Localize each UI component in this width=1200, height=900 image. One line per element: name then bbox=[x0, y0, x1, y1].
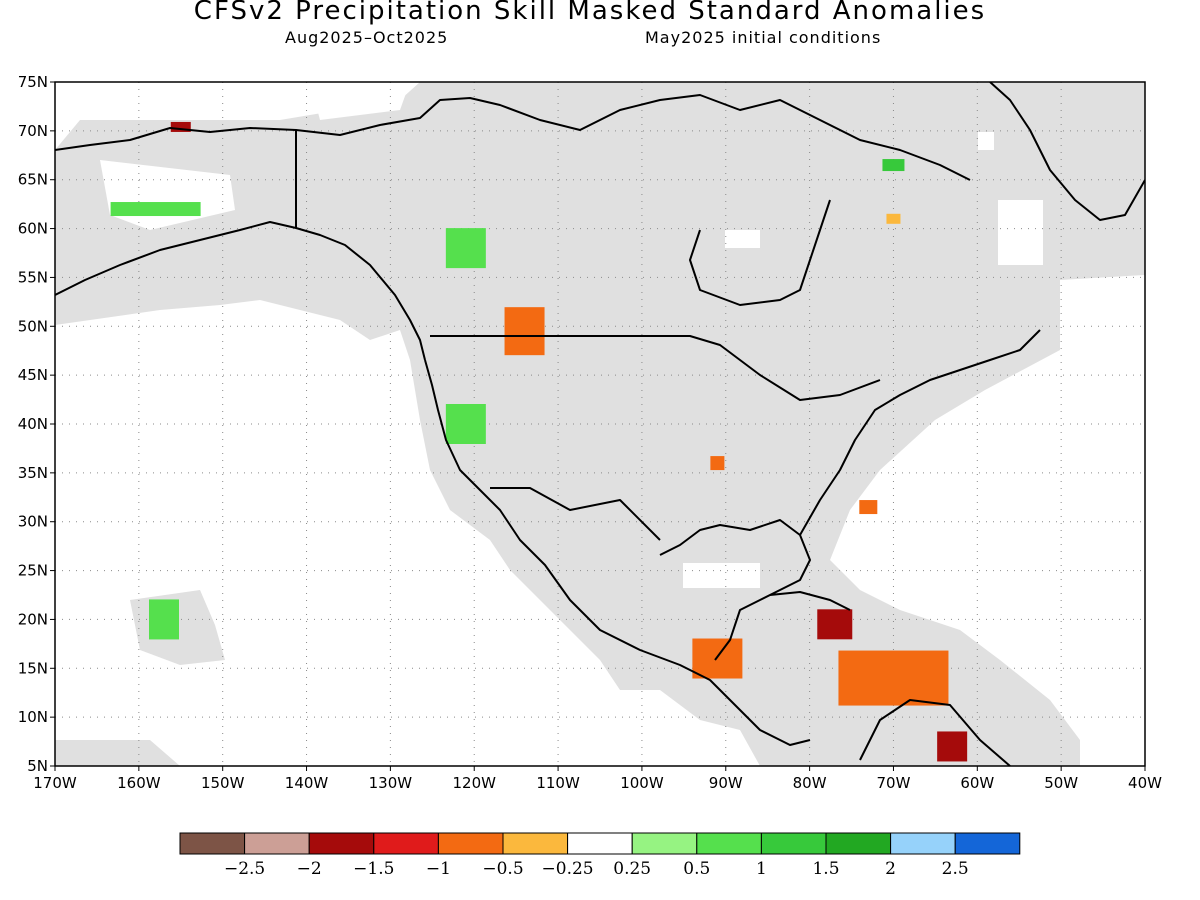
colorbar-swatch bbox=[567, 832, 633, 855]
coast-east bbox=[799, 329, 1041, 536]
colorbar-label: 1.5 bbox=[812, 859, 839, 879]
map-title: CFSv2 Precipitation Skill Masked Standar… bbox=[193, 0, 987, 26]
lat-label: 15N bbox=[18, 659, 48, 677]
border-canada-us bbox=[430, 335, 881, 401]
lon-label: 140W bbox=[285, 774, 329, 792]
lat-label: 35N bbox=[18, 464, 48, 482]
coast-cuba bbox=[769, 591, 851, 611]
coast-south-america bbox=[859, 699, 1011, 766]
initial-conditions: May2025 initial conditions bbox=[645, 28, 882, 47]
region-alberta-south bbox=[504, 307, 545, 356]
lat-label: 25N bbox=[18, 562, 48, 580]
gap-hudson bbox=[725, 230, 760, 248]
region-hawaii bbox=[149, 599, 179, 640]
lon-label: 90W bbox=[709, 774, 743, 792]
mask-southwest-corner bbox=[55, 740, 180, 766]
lat-label: 55N bbox=[18, 268, 48, 286]
coast-hudson bbox=[689, 199, 831, 306]
colorbar-swatch bbox=[760, 832, 827, 855]
colorbar-swatch bbox=[244, 832, 310, 855]
latitude-labels: 75N 70N 65N 60N 55N 50N 45N 40N 35N 30N 25N 20N 15N 1… bbox=[18, 73, 48, 775]
gap-arctic-north bbox=[310, 82, 410, 120]
colorbar-label: 2 bbox=[885, 859, 896, 879]
mask-north-america bbox=[55, 82, 1145, 766]
colorbar-label: −0.25 bbox=[542, 859, 594, 879]
colorbar-label: −2 bbox=[297, 859, 322, 879]
colorbar-swatch bbox=[890, 832, 956, 855]
lon-label: 120W bbox=[452, 774, 496, 792]
region-atlantic-offshore bbox=[859, 500, 878, 515]
region-cuba-east bbox=[817, 609, 853, 640]
colorbar-label: −1 bbox=[426, 859, 451, 879]
colorbar-swatch bbox=[308, 832, 375, 855]
map-plot-area bbox=[55, 82, 1145, 766]
region-venezuela bbox=[937, 731, 968, 762]
lat-label: 20N bbox=[18, 610, 48, 628]
region-greenland-coast bbox=[882, 159, 905, 172]
colorbar: −2.5 −2 −1.5 −1 −0.5 −0.25 0.25 0.5 1 1.5 2 2.5 bbox=[179, 832, 1021, 879]
colorbar-label: −1.5 bbox=[353, 859, 394, 879]
coast-us-west bbox=[424, 359, 811, 746]
coast-alaska-arctic bbox=[55, 94, 971, 181]
region-labrador bbox=[886, 213, 901, 224]
lat-label: 10N bbox=[18, 708, 48, 726]
lat-label: 70N bbox=[18, 122, 48, 140]
coast-greenland bbox=[989, 82, 1145, 221]
lon-label: 80W bbox=[793, 774, 827, 792]
colorbar-swatch bbox=[179, 832, 246, 855]
lon-label: 170W bbox=[33, 774, 77, 792]
lat-label: 50N bbox=[18, 317, 48, 335]
lat-label: 60N bbox=[18, 220, 48, 238]
lat-label: 45N bbox=[18, 366, 48, 384]
coastlines bbox=[55, 82, 1145, 766]
colorbar-swatch bbox=[502, 832, 569, 855]
coast-gulf bbox=[659, 519, 811, 661]
gap-gulf bbox=[683, 563, 760, 588]
lat-label: 65N bbox=[18, 171, 48, 189]
lon-label: 70W bbox=[877, 774, 911, 792]
lon-label: 110W bbox=[536, 774, 580, 792]
colorbar-swatch bbox=[437, 832, 504, 855]
lat-label: 5N bbox=[27, 757, 48, 775]
colorbar-swatch bbox=[373, 832, 439, 855]
region-alaska-north-slope bbox=[170, 121, 191, 132]
region-caribbean bbox=[838, 650, 949, 706]
longitude-labels: 170W 160W 150W 140W 130W 120W 110W 100W 90W 80W 70… bbox=[33, 774, 1162, 792]
forecast-period: Aug2025–Oct2025 bbox=[285, 28, 449, 47]
colorbar-label: −0.5 bbox=[482, 859, 523, 879]
region-central-america bbox=[692, 638, 743, 679]
colorbar-swatch bbox=[954, 832, 1021, 855]
colorbar-label: 0.25 bbox=[613, 859, 651, 879]
region-arkansas bbox=[710, 456, 725, 471]
lat-label: 30N bbox=[18, 513, 48, 531]
axis-ticks bbox=[50, 81, 1146, 771]
lat-label: 40N bbox=[18, 415, 48, 433]
lon-label: 100W bbox=[620, 774, 664, 792]
gap-davis bbox=[998, 200, 1043, 265]
colorbar-swatch bbox=[631, 832, 698, 855]
lon-label: 160W bbox=[117, 774, 161, 792]
colorbar-label: 2.5 bbox=[942, 859, 969, 879]
lon-label: 50W bbox=[1044, 774, 1078, 792]
lon-label: 60W bbox=[960, 774, 994, 792]
gap-greenland-west bbox=[978, 132, 994, 150]
lon-label: 40W bbox=[1128, 774, 1162, 792]
lon-label: 130W bbox=[369, 774, 413, 792]
lon-label: 150W bbox=[201, 774, 245, 792]
colorbar-swatch bbox=[696, 832, 762, 855]
anomaly-regions bbox=[110, 121, 968, 762]
border-us-mexico bbox=[490, 487, 661, 541]
colorbar-label: 1 bbox=[756, 859, 767, 879]
colorbar-swatch bbox=[825, 832, 892, 855]
lat-label: 75N bbox=[18, 73, 48, 91]
region-alaska-southwest bbox=[110, 202, 201, 217]
colorbar-label: −2.5 bbox=[224, 859, 265, 879]
region-british-columbia bbox=[445, 228, 486, 269]
colorbar-label: 0.5 bbox=[683, 859, 710, 879]
region-northern-california bbox=[445, 404, 486, 444]
